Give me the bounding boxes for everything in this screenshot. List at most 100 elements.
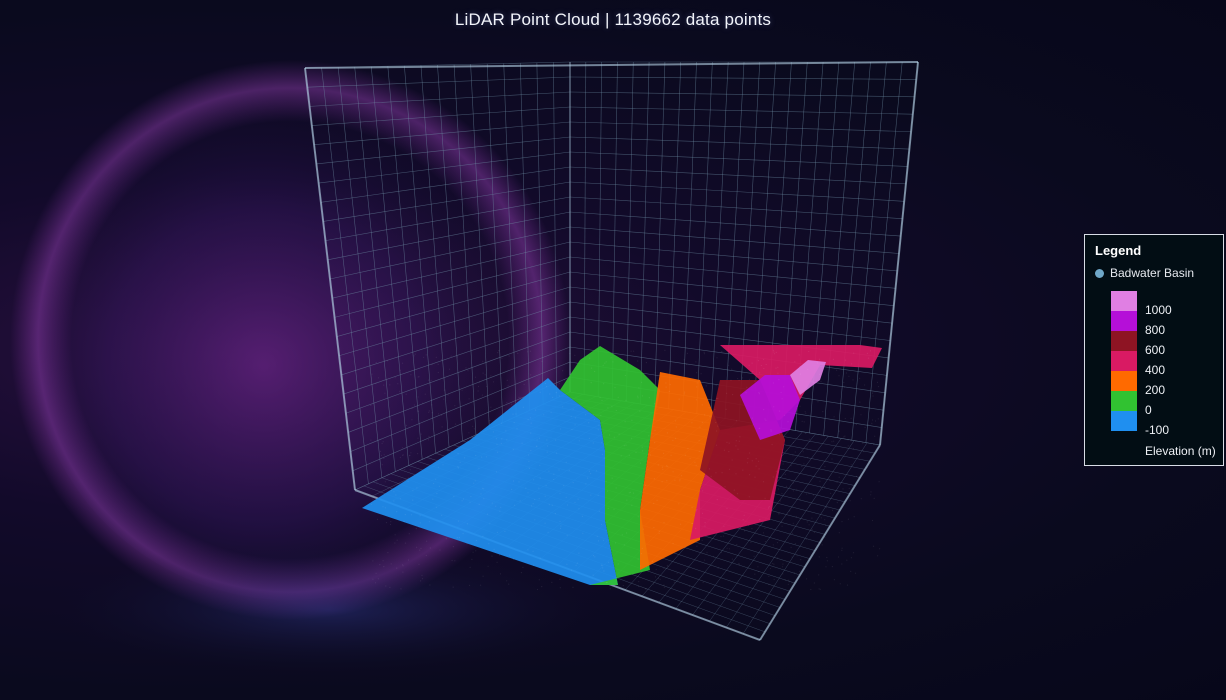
point-texture-dot [606,481,607,482]
point-texture-dot [791,465,792,466]
point-texture-dot [381,455,382,456]
point-texture-dot [675,420,676,421]
point-texture-dot [421,575,422,576]
point-texture-dot [839,532,840,533]
point-texture-dot [781,521,782,522]
point-texture-dot [556,453,557,454]
point-texture-dot [699,427,700,428]
point-texture-dot [771,431,772,432]
point-texture-dot [449,369,450,370]
point-texture-dot [664,587,665,588]
point-texture-dot [485,374,486,375]
point-texture-dot [772,563,773,564]
point-texture-dot [475,377,476,378]
point-texture-dot [432,364,433,365]
point-texture-dot [642,450,643,451]
point-texture-dot [871,423,872,424]
point-texture-dot [438,364,439,365]
point-texture-dot [833,441,834,442]
point-texture-dot [541,361,542,362]
point-texture-dot [555,440,556,441]
point-texture-dot [648,435,649,436]
point-texture-dot [404,469,405,470]
point-texture-dot [409,455,410,456]
grid-line [570,302,890,341]
point-texture-dot [752,424,753,425]
grid-line [570,287,892,323]
point-texture-dot [467,543,468,544]
point-texture-dot [793,490,794,491]
point-texture-dot [805,433,806,434]
legend-panel: Legend Badwater Basin 1000 800 600 400 200 0 -… [1084,234,1224,466]
point-texture-dot [758,360,759,361]
point-texture-dot [666,465,667,466]
point-texture-dot [492,503,493,504]
point-texture-dot [825,566,826,567]
point-texture-dot [669,391,670,392]
point-texture-dot [469,398,470,399]
point-texture-dot [420,522,421,523]
point-texture-dot [539,465,540,466]
point-texture-dot [436,357,437,358]
point-texture-dot [619,434,620,435]
point-texture-dot [715,422,716,423]
point-texture-dot [603,570,604,571]
point-texture-dot [487,514,488,515]
point-texture-dot [578,508,579,509]
point-texture-dot [613,509,614,510]
point-texture-dot [564,379,565,380]
point-texture-dot [483,488,484,489]
point-texture-dot [591,368,592,369]
point-texture-dot [479,382,480,383]
point-texture-dot [782,564,783,565]
point-texture-dot [689,586,690,587]
point-texture-dot [464,457,465,458]
point-texture-dot [859,378,860,379]
grid-line [312,107,570,126]
point-texture-dot [626,500,627,501]
point-texture-dot [396,568,397,569]
point-texture-dot [807,448,808,449]
colorbar-unit-label: Elevation (m) [1145,444,1216,458]
point-texture-dot [426,354,427,355]
point-texture-dot [611,406,612,407]
point-texture-dot [819,374,820,375]
point-texture-dot [457,453,458,454]
point-texture-dot [770,429,771,430]
legend-series-entry[interactable]: Badwater Basin [1095,266,1194,280]
point-texture-dot [831,458,832,459]
point-texture-dot [832,566,833,567]
point-texture-dot [562,370,563,371]
point-texture-dot [773,564,774,565]
point-texture-dot [571,570,572,571]
point-texture-dot [754,477,755,478]
point-texture-dot [607,407,608,408]
point-texture-dot [497,352,498,353]
point-texture-dot [470,567,471,568]
point-texture-dot [637,360,638,361]
point-texture-dot [540,392,541,393]
point-texture-dot [757,566,758,567]
point-texture-dot [810,589,811,590]
point-texture-dot [827,560,828,561]
point-texture-dot [763,532,764,533]
point-texture-dot [478,386,479,387]
point-texture-dot [431,404,432,405]
point-texture-dot [654,372,655,373]
point-texture-dot [791,582,792,583]
point-texture-dot [799,571,800,572]
point-texture-dot [521,572,522,573]
point-texture-dot [799,406,800,407]
point-texture-dot [375,582,376,583]
point-texture-dot [589,471,590,472]
point-texture-dot [382,443,383,444]
point-texture-dot [601,524,602,525]
point-texture-dot [495,506,496,507]
point-texture-dot [726,409,727,410]
point-texture-dot [419,550,420,551]
point-texture-dot [684,393,685,394]
grid-line [570,242,897,271]
point-texture-dot [624,544,625,545]
point-texture-dot [371,504,372,505]
